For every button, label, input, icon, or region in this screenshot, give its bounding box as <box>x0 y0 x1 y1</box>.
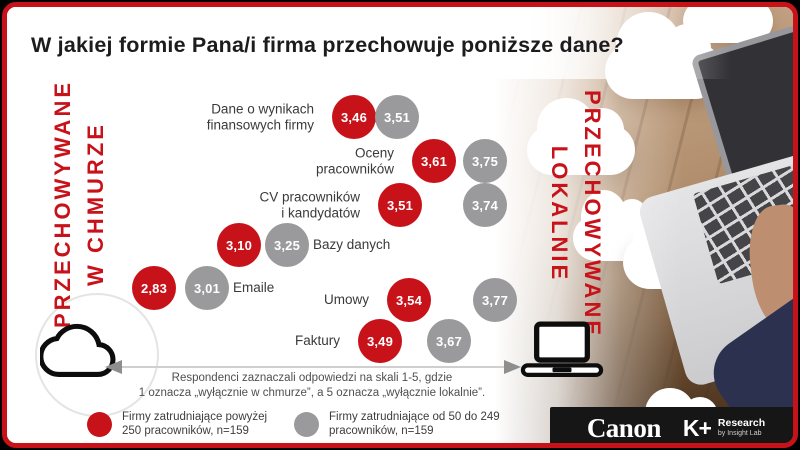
scale-note: Respondenci zaznaczali odpowiedzi na ska… <box>115 371 509 401</box>
category-label: Faktury <box>294 333 340 349</box>
bubble-value: 3,46 <box>340 109 368 125</box>
bubble-value: 3,51 <box>383 109 411 125</box>
category-label: Oceny pracowników <box>315 145 394 176</box>
bubble-medium-company: 3,01 <box>185 266 229 310</box>
legend-label-line1: Firmy zatrudniające powyżej <box>122 411 268 423</box>
bubble-value: 3,67 <box>435 333 463 349</box>
cloud-icon <box>38 319 116 386</box>
canon-logo: Canon <box>586 412 662 443</box>
kplus-mark: K+ <box>682 414 712 441</box>
legend-swatch-red <box>87 411 112 437</box>
bubble-value: 2,83 <box>140 280 168 296</box>
scale-arrow-line <box>119 366 507 368</box>
bubble-large-company: 3,54 <box>387 278 431 322</box>
bubble-large-company: 3,10 <box>217 223 261 267</box>
bubble-value: 3,51 <box>386 197 414 213</box>
bubble-value: 3,61 <box>420 153 448 169</box>
bubble-medium-company: 3,74 <box>463 183 507 227</box>
logo-bar: Canon K+ Research by Insight Lab <box>550 407 793 443</box>
category-label: Bazy danych <box>313 237 391 253</box>
bubble-large-company: 3,61 <box>412 139 456 183</box>
bubble-value: 3,77 <box>481 292 509 308</box>
scale-note-line2: 1 oznacza „wyłącznie w chmurze”, a 5 ozn… <box>138 387 486 400</box>
legend-label: Firmy zatrudniające od 50 do 249 pracown… <box>329 410 500 439</box>
legend-item-large-companies: Firmy zatrudniające powyżej 250 pracowni… <box>87 410 267 439</box>
bubble-large-company: 3,49 <box>358 319 402 363</box>
dot-plot: Dane o wynikach finansowych firmy 3,46 3,51… <box>7 7 793 443</box>
bubble-value: 3,74 <box>471 197 499 213</box>
bubble-value: 3,75 <box>471 153 499 169</box>
bubble-large-company: 2,83 <box>132 266 176 310</box>
category-label: Emaile <box>233 280 275 296</box>
kplus-research-logo: K+ Research by Insight Lab <box>683 415 765 442</box>
bubble-medium-company: 3,51 <box>375 95 419 139</box>
legend-label-line1: Firmy zatrudniające od 50 do 249 <box>329 411 500 423</box>
laptop-icon <box>519 321 605 383</box>
bubble-large-company: 3,46 <box>332 95 376 139</box>
kplus-text: Research by Insight Lab <box>718 418 765 437</box>
bubble-large-company: 3,51 <box>378 183 422 227</box>
white-fade-top-overlay <box>7 7 793 79</box>
category-label: Dane o wynikach finansowych firmy <box>206 101 314 132</box>
legend-label-line2: pracowników, n=159 <box>329 425 434 438</box>
bubble-medium-company: 3,25 <box>265 223 309 267</box>
bubble-value: 3,49 <box>366 333 394 349</box>
legend-item-medium-companies: Firmy zatrudniające od 50 do 249 pracown… <box>294 410 500 439</box>
scale-arrow-left-head <box>105 360 122 374</box>
bubble-medium-company: 3,77 <box>473 278 517 322</box>
bubble-value: 3,54 <box>395 292 423 308</box>
legend-swatch-gray <box>294 411 319 437</box>
category-label: Umowy <box>323 292 369 308</box>
scale-arrow-right-head <box>504 360 521 374</box>
bubble-value: 3,25 <box>273 237 301 253</box>
page-title: W jakiej formie Pana/i firma przechowuje… <box>31 33 624 57</box>
legend-label-line2: 250 pracowników, n=159 <box>122 425 249 438</box>
bubble-medium-company: 3,67 <box>427 319 471 363</box>
category-label: CV pracowników i kandydatów <box>259 189 360 220</box>
kplus-byline: by Insight Lab <box>717 429 762 437</box>
legend-label: Firmy zatrudniające powyżej 250 pracowni… <box>122 410 267 439</box>
bubble-medium-company: 3,75 <box>463 139 507 183</box>
kplus-research-line: Research <box>717 417 766 430</box>
bubble-value: 3,01 <box>193 280 221 296</box>
scale-note-line1: Respondenci zaznaczali odpowiedzi na ska… <box>171 372 453 384</box>
bubble-value: 3,10 <box>225 237 253 253</box>
